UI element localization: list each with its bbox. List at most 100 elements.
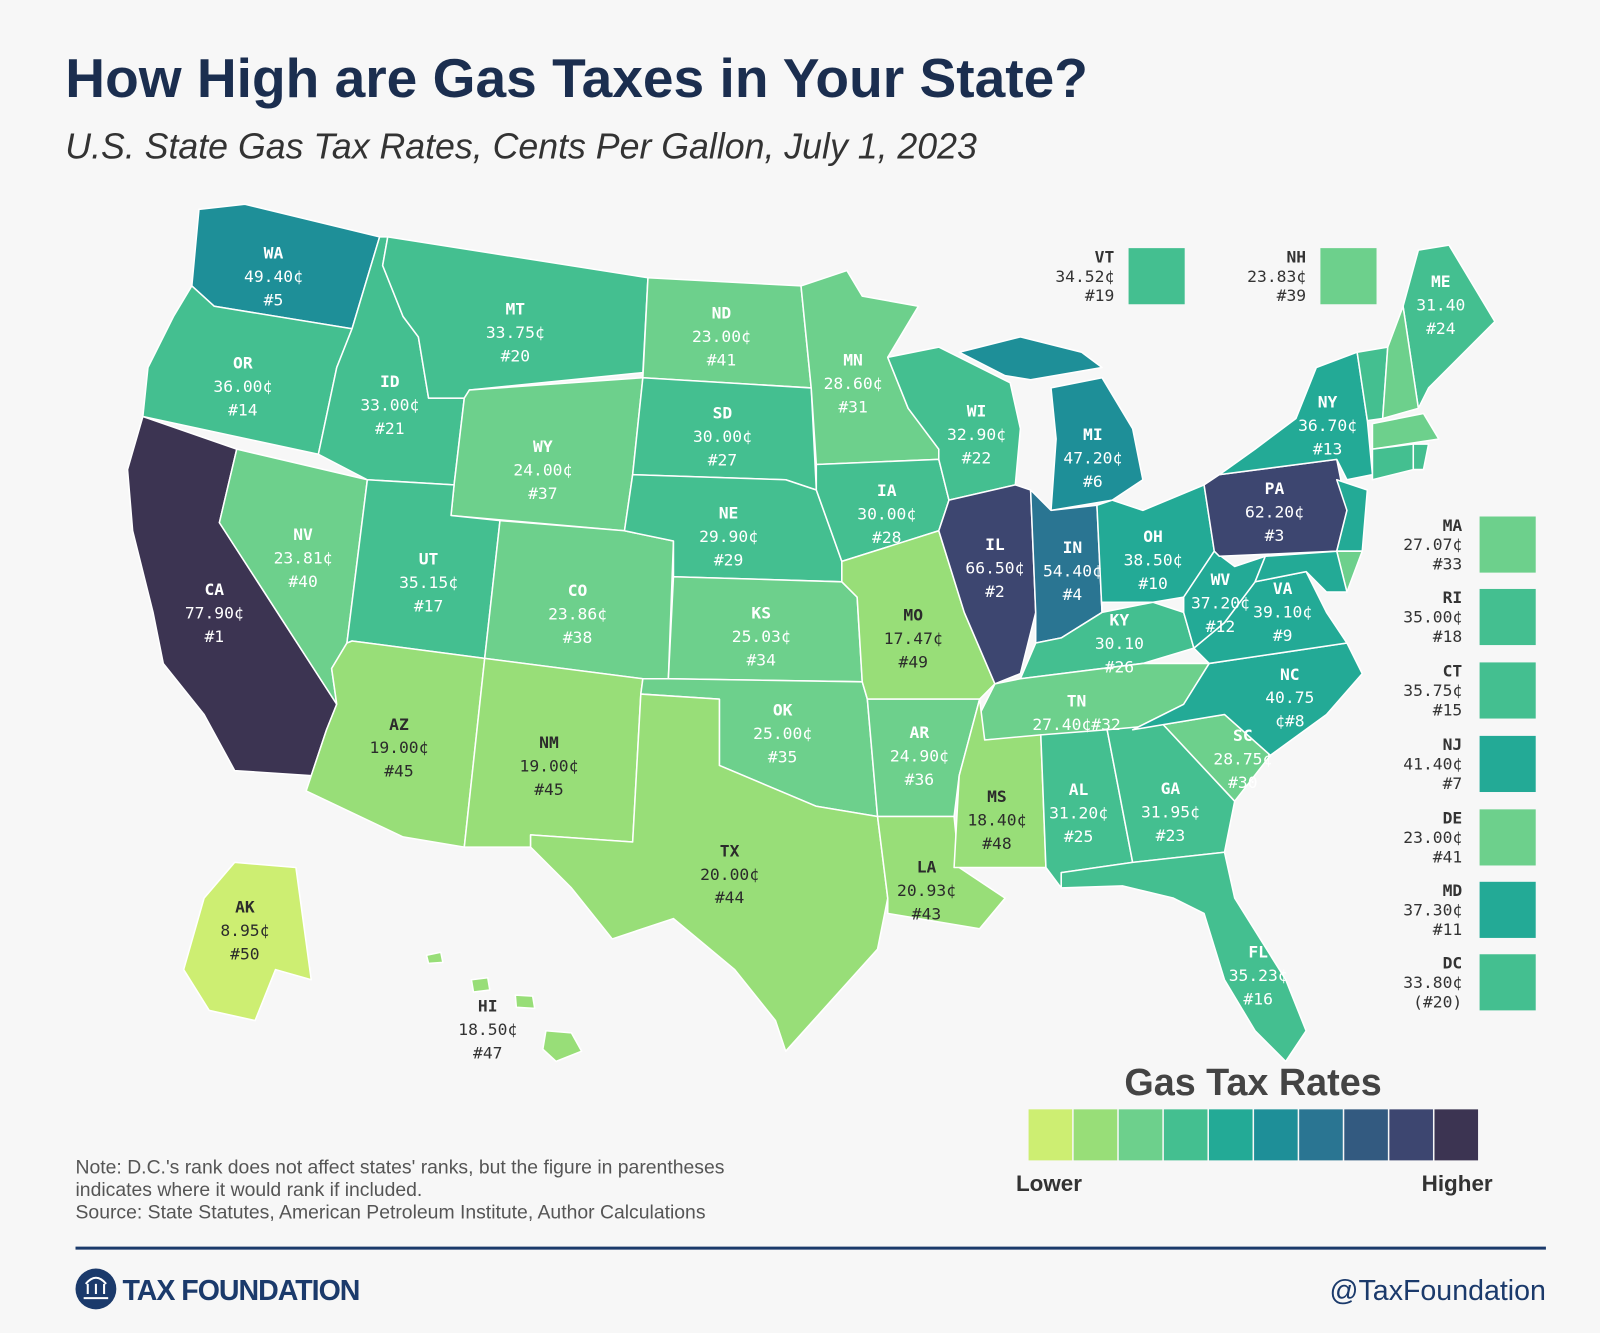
state-rate: #23 (1156, 826, 1185, 845)
inset-box (1479, 516, 1536, 573)
state-rate: #3 (1265, 526, 1285, 545)
state-rate: #10 (1138, 574, 1167, 593)
state-rate: 36.70¢ (1298, 416, 1357, 435)
state-shape (463, 657, 644, 848)
state-rate: 33.80¢ (1403, 973, 1462, 992)
state-rate: 20.93¢ (897, 881, 956, 900)
state-rate: 66.50¢ (965, 559, 1024, 578)
state-rate: 54.40¢ (1043, 562, 1102, 581)
state-rate: #39 (1277, 286, 1306, 305)
title: How High are Gas Taxes in Your State? (65, 47, 1088, 109)
state-rate: 36.00¢ (213, 377, 272, 396)
state-rate: 18.40¢ (967, 811, 1026, 830)
state-rate: #30 (1228, 773, 1257, 792)
state-rate: 17.47¢ (884, 629, 943, 648)
legend-title: Gas Tax Rates (1124, 1061, 1381, 1103)
legend-low: Lower (1016, 1171, 1082, 1196)
state-rate: 25.03¢ (732, 627, 791, 646)
legend-high: Higher (1422, 1171, 1493, 1196)
state-rate: 35.15¢ (399, 573, 458, 592)
state-rate: 19.00¢ (520, 757, 579, 776)
state-name: MO (903, 606, 923, 625)
state-shape (866, 698, 981, 818)
state-rate: #13 (1313, 439, 1342, 458)
legend-swatch (1389, 1109, 1433, 1161)
state-rate: 23.83¢ (1247, 267, 1306, 286)
state-rate: #43 (912, 905, 941, 924)
state-rate: #21 (375, 419, 404, 438)
state-rate: 31.95¢ (1141, 803, 1200, 822)
legend-swatch (1028, 1109, 1073, 1161)
state-rate: 27.40¢#32 (1032, 715, 1120, 734)
state-rate: #14 (228, 400, 258, 419)
state-name: PA (1265, 479, 1285, 498)
state-rate: #28 (872, 528, 901, 547)
state-rate: #40 (288, 572, 317, 591)
state-rate: 33.75¢ (486, 323, 545, 342)
state-rate: 35.75¢ (1403, 681, 1462, 700)
state-name: MN (843, 350, 863, 369)
inset-box (1479, 954, 1536, 1011)
state-shape (938, 484, 1037, 685)
state-rate: #38 (563, 628, 592, 647)
state-rate: #19 (1085, 286, 1114, 305)
state-shape (958, 336, 1144, 512)
state-rate: #47 (473, 1043, 502, 1062)
state-rate: 35.00¢ (1403, 608, 1462, 627)
state-name: ME (1431, 272, 1451, 291)
states (126, 203, 1496, 1063)
state-name: KS (751, 604, 771, 623)
state-rate: #26 (1105, 658, 1134, 677)
state-rate: #22 (962, 448, 991, 467)
state-name: MA (1443, 516, 1463, 535)
state-rate: 37.20¢ (1191, 593, 1250, 612)
legend-swatch (1118, 1109, 1163, 1161)
state-rate: #37 (528, 484, 557, 503)
state-rate: #34 (746, 650, 776, 669)
state-rate: 77.90¢ (185, 604, 244, 623)
legend-swatch (1299, 1109, 1343, 1161)
legend-swatch (1163, 1109, 1208, 1161)
state-name: WV (1211, 570, 1231, 589)
state-rate: #17 (414, 596, 443, 615)
state-rate: #29 (714, 550, 743, 569)
state-rate: 23.00¢ (692, 327, 751, 346)
legend-swatch (1344, 1109, 1388, 1161)
state-rate: #6 (1083, 472, 1103, 491)
state-shape (1131, 642, 1364, 757)
state-name: WY (533, 437, 553, 456)
state-rate: #16 (1243, 989, 1272, 1008)
state-name: AZ (389, 715, 409, 734)
state-name: MS (987, 787, 1007, 806)
state-rate: 29.90¢ (699, 527, 758, 546)
state-name: UT (419, 549, 439, 568)
state-rate: #7 (1443, 774, 1463, 793)
state-rate: 62.20¢ (1245, 503, 1304, 522)
state-name: WA (264, 243, 284, 262)
state-name: NC (1280, 665, 1300, 684)
inset-box (1479, 735, 1536, 793)
inset-box (1479, 809, 1536, 866)
state-rate: (#20) (1413, 992, 1462, 1011)
state-rate: 18.50¢ (458, 1020, 517, 1039)
state-rate: 27.07¢ (1403, 535, 1462, 554)
state-rate: 20.00¢ (700, 865, 759, 884)
state-shape (425, 951, 583, 1063)
state-name: MD (1443, 881, 1463, 900)
state-name: RI (1443, 588, 1463, 607)
state-rate: #4 (1063, 585, 1083, 604)
logo-dome (83, 1276, 109, 1300)
state-name: IL (985, 535, 1005, 554)
inset-box (1479, 588, 1536, 646)
state-name: NM (539, 733, 559, 752)
state-name: NY (1318, 392, 1338, 411)
state-rate: 38.50¢ (1124, 550, 1183, 569)
state-rate: 30.00¢ (857, 505, 916, 524)
state-shape (1371, 412, 1440, 450)
state-name: NE (719, 504, 739, 523)
state-rate: 24.90¢ (890, 746, 949, 765)
state-rate: 34.52¢ (1055, 267, 1114, 286)
state-rate: 40.75 (1265, 688, 1314, 707)
state-rate: ¢#8 (1275, 712, 1304, 731)
